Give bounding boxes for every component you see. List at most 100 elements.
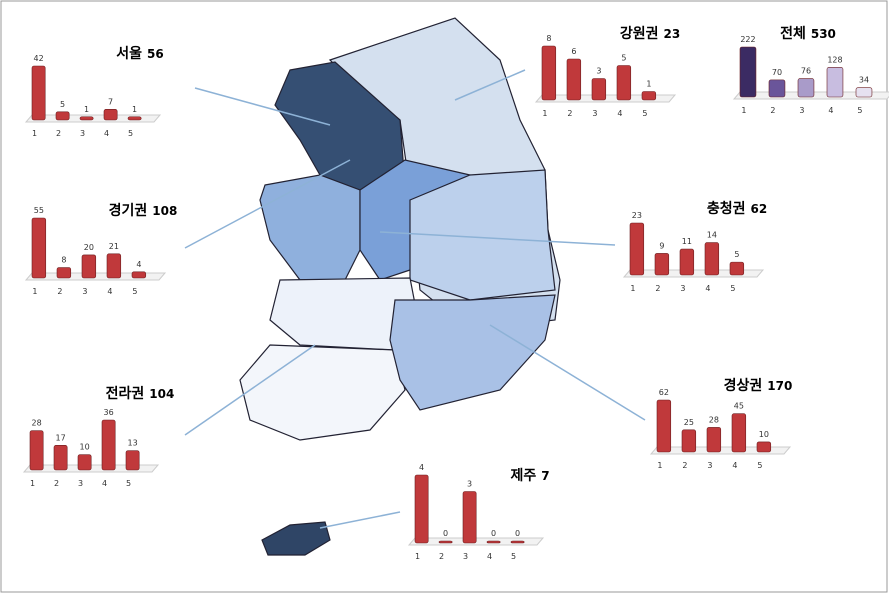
mini-chart: 경기권 108 55 1 8 2 20 3 21 4 4 5 bbox=[24, 202, 178, 296]
value-label: 76 bbox=[801, 67, 811, 76]
bar bbox=[438, 540, 453, 544]
region-name: 전라권 bbox=[106, 385, 145, 402]
x-tick-label: 4 bbox=[828, 106, 833, 115]
x-tick-label: 5 bbox=[132, 287, 137, 296]
region-name: 전체 bbox=[780, 25, 806, 42]
value-label: 8 bbox=[61, 256, 66, 265]
value-label: 5 bbox=[621, 54, 626, 63]
x-tick-label: 5 bbox=[730, 284, 735, 293]
region-name: 강원권 bbox=[620, 25, 659, 42]
x-tick-label: 5 bbox=[757, 461, 762, 470]
value-label: 10 bbox=[759, 430, 769, 439]
value-label: 28 bbox=[709, 415, 719, 424]
bar bbox=[414, 474, 429, 544]
x-tick-label: 1 bbox=[32, 287, 37, 296]
bar bbox=[53, 445, 68, 471]
leader-line bbox=[319, 511, 401, 529]
chart-title: 제주 7 bbox=[510, 468, 549, 484]
region-total: 7 bbox=[541, 469, 549, 483]
leader-line bbox=[184, 344, 316, 436]
bar bbox=[101, 419, 116, 471]
x-tick-label: 2 bbox=[655, 284, 660, 293]
korea-map bbox=[239, 17, 561, 556]
region-name: 충청권 bbox=[707, 201, 746, 217]
value-label: 62 bbox=[659, 388, 669, 397]
bar bbox=[826, 67, 844, 98]
value-label: 0 bbox=[491, 529, 496, 538]
leader-line bbox=[379, 231, 616, 246]
x-tick-label: 4 bbox=[102, 479, 107, 488]
x-tick-label: 2 bbox=[567, 109, 572, 118]
value-label: 4 bbox=[136, 260, 141, 269]
bar bbox=[681, 429, 697, 453]
leader-line bbox=[489, 324, 646, 421]
chart-title: 전라권 104 bbox=[106, 385, 175, 402]
value-label: 17 bbox=[56, 433, 66, 442]
value-label: 36 bbox=[104, 408, 114, 417]
region-name: 경상권 bbox=[724, 377, 763, 394]
bar bbox=[77, 454, 92, 471]
region-name: 서울 bbox=[116, 45, 142, 62]
x-tick-label: 1 bbox=[542, 109, 547, 118]
value-label: 1 bbox=[84, 105, 89, 114]
value-label: 11 bbox=[682, 237, 692, 246]
bar bbox=[106, 253, 122, 279]
x-tick-label: 5 bbox=[642, 109, 647, 118]
bar bbox=[704, 242, 720, 276]
x-tick-label: 3 bbox=[592, 109, 597, 118]
value-label: 6 bbox=[571, 47, 576, 56]
bar bbox=[654, 253, 670, 276]
bar bbox=[679, 248, 695, 276]
bar bbox=[81, 254, 97, 279]
bar bbox=[125, 450, 140, 471]
bar bbox=[56, 267, 72, 279]
chart-title: 경상권 170 bbox=[724, 377, 793, 394]
chart-title: 강원권 23 bbox=[620, 25, 680, 42]
x-tick-label: 1 bbox=[657, 461, 662, 470]
bar bbox=[706, 427, 722, 453]
value-label: 45 bbox=[734, 402, 744, 411]
bar bbox=[855, 87, 873, 98]
x-tick-label: 4 bbox=[705, 284, 710, 293]
x-tick-label: 2 bbox=[770, 106, 775, 115]
bar bbox=[566, 58, 582, 101]
bar bbox=[616, 65, 632, 101]
chart-title: 경기권 108 bbox=[109, 202, 178, 219]
leader-line bbox=[184, 159, 351, 249]
bar bbox=[31, 65, 46, 121]
x-tick-label: 3 bbox=[78, 479, 83, 488]
bar bbox=[127, 116, 142, 121]
value-label: 8 bbox=[546, 34, 551, 43]
mini-chart: 충청권 62 23 1 9 2 11 3 14 4 5 5 bbox=[622, 201, 767, 293]
bar bbox=[55, 111, 70, 121]
x-tick-label: 3 bbox=[680, 284, 685, 293]
bar bbox=[768, 79, 786, 98]
region-name: 제주 bbox=[510, 468, 536, 484]
bar bbox=[462, 491, 477, 544]
x-tick-label: 1 bbox=[30, 479, 35, 488]
bar bbox=[656, 399, 672, 453]
x-tick-label: 1 bbox=[32, 129, 37, 138]
x-tick-label: 5 bbox=[128, 129, 133, 138]
mini-chart: 경상권 170 62 1 25 2 28 3 45 4 10 5 bbox=[649, 377, 793, 470]
value-label: 14 bbox=[707, 231, 717, 240]
chungcheong-region bbox=[409, 169, 556, 301]
value-label: 34 bbox=[859, 76, 869, 85]
gyeongsang-region bbox=[389, 294, 556, 411]
mini-chart: 제주 7 4 1 0 2 3 3 0 4 0 5 bbox=[407, 463, 550, 561]
value-label: 4 bbox=[419, 463, 424, 472]
bar bbox=[29, 430, 44, 471]
value-label: 25 bbox=[684, 418, 694, 427]
value-label: 55 bbox=[34, 206, 44, 215]
x-tick-label: 4 bbox=[104, 129, 109, 138]
x-tick-label: 4 bbox=[617, 109, 622, 118]
mini-chart: 서울 56 42 1 5 2 1 3 7 4 1 5 bbox=[24, 45, 164, 138]
bar bbox=[486, 540, 501, 544]
bar bbox=[797, 78, 815, 98]
x-tick-label: 2 bbox=[439, 552, 444, 561]
leader-line bbox=[194, 87, 331, 126]
x-tick-label: 2 bbox=[57, 287, 62, 296]
